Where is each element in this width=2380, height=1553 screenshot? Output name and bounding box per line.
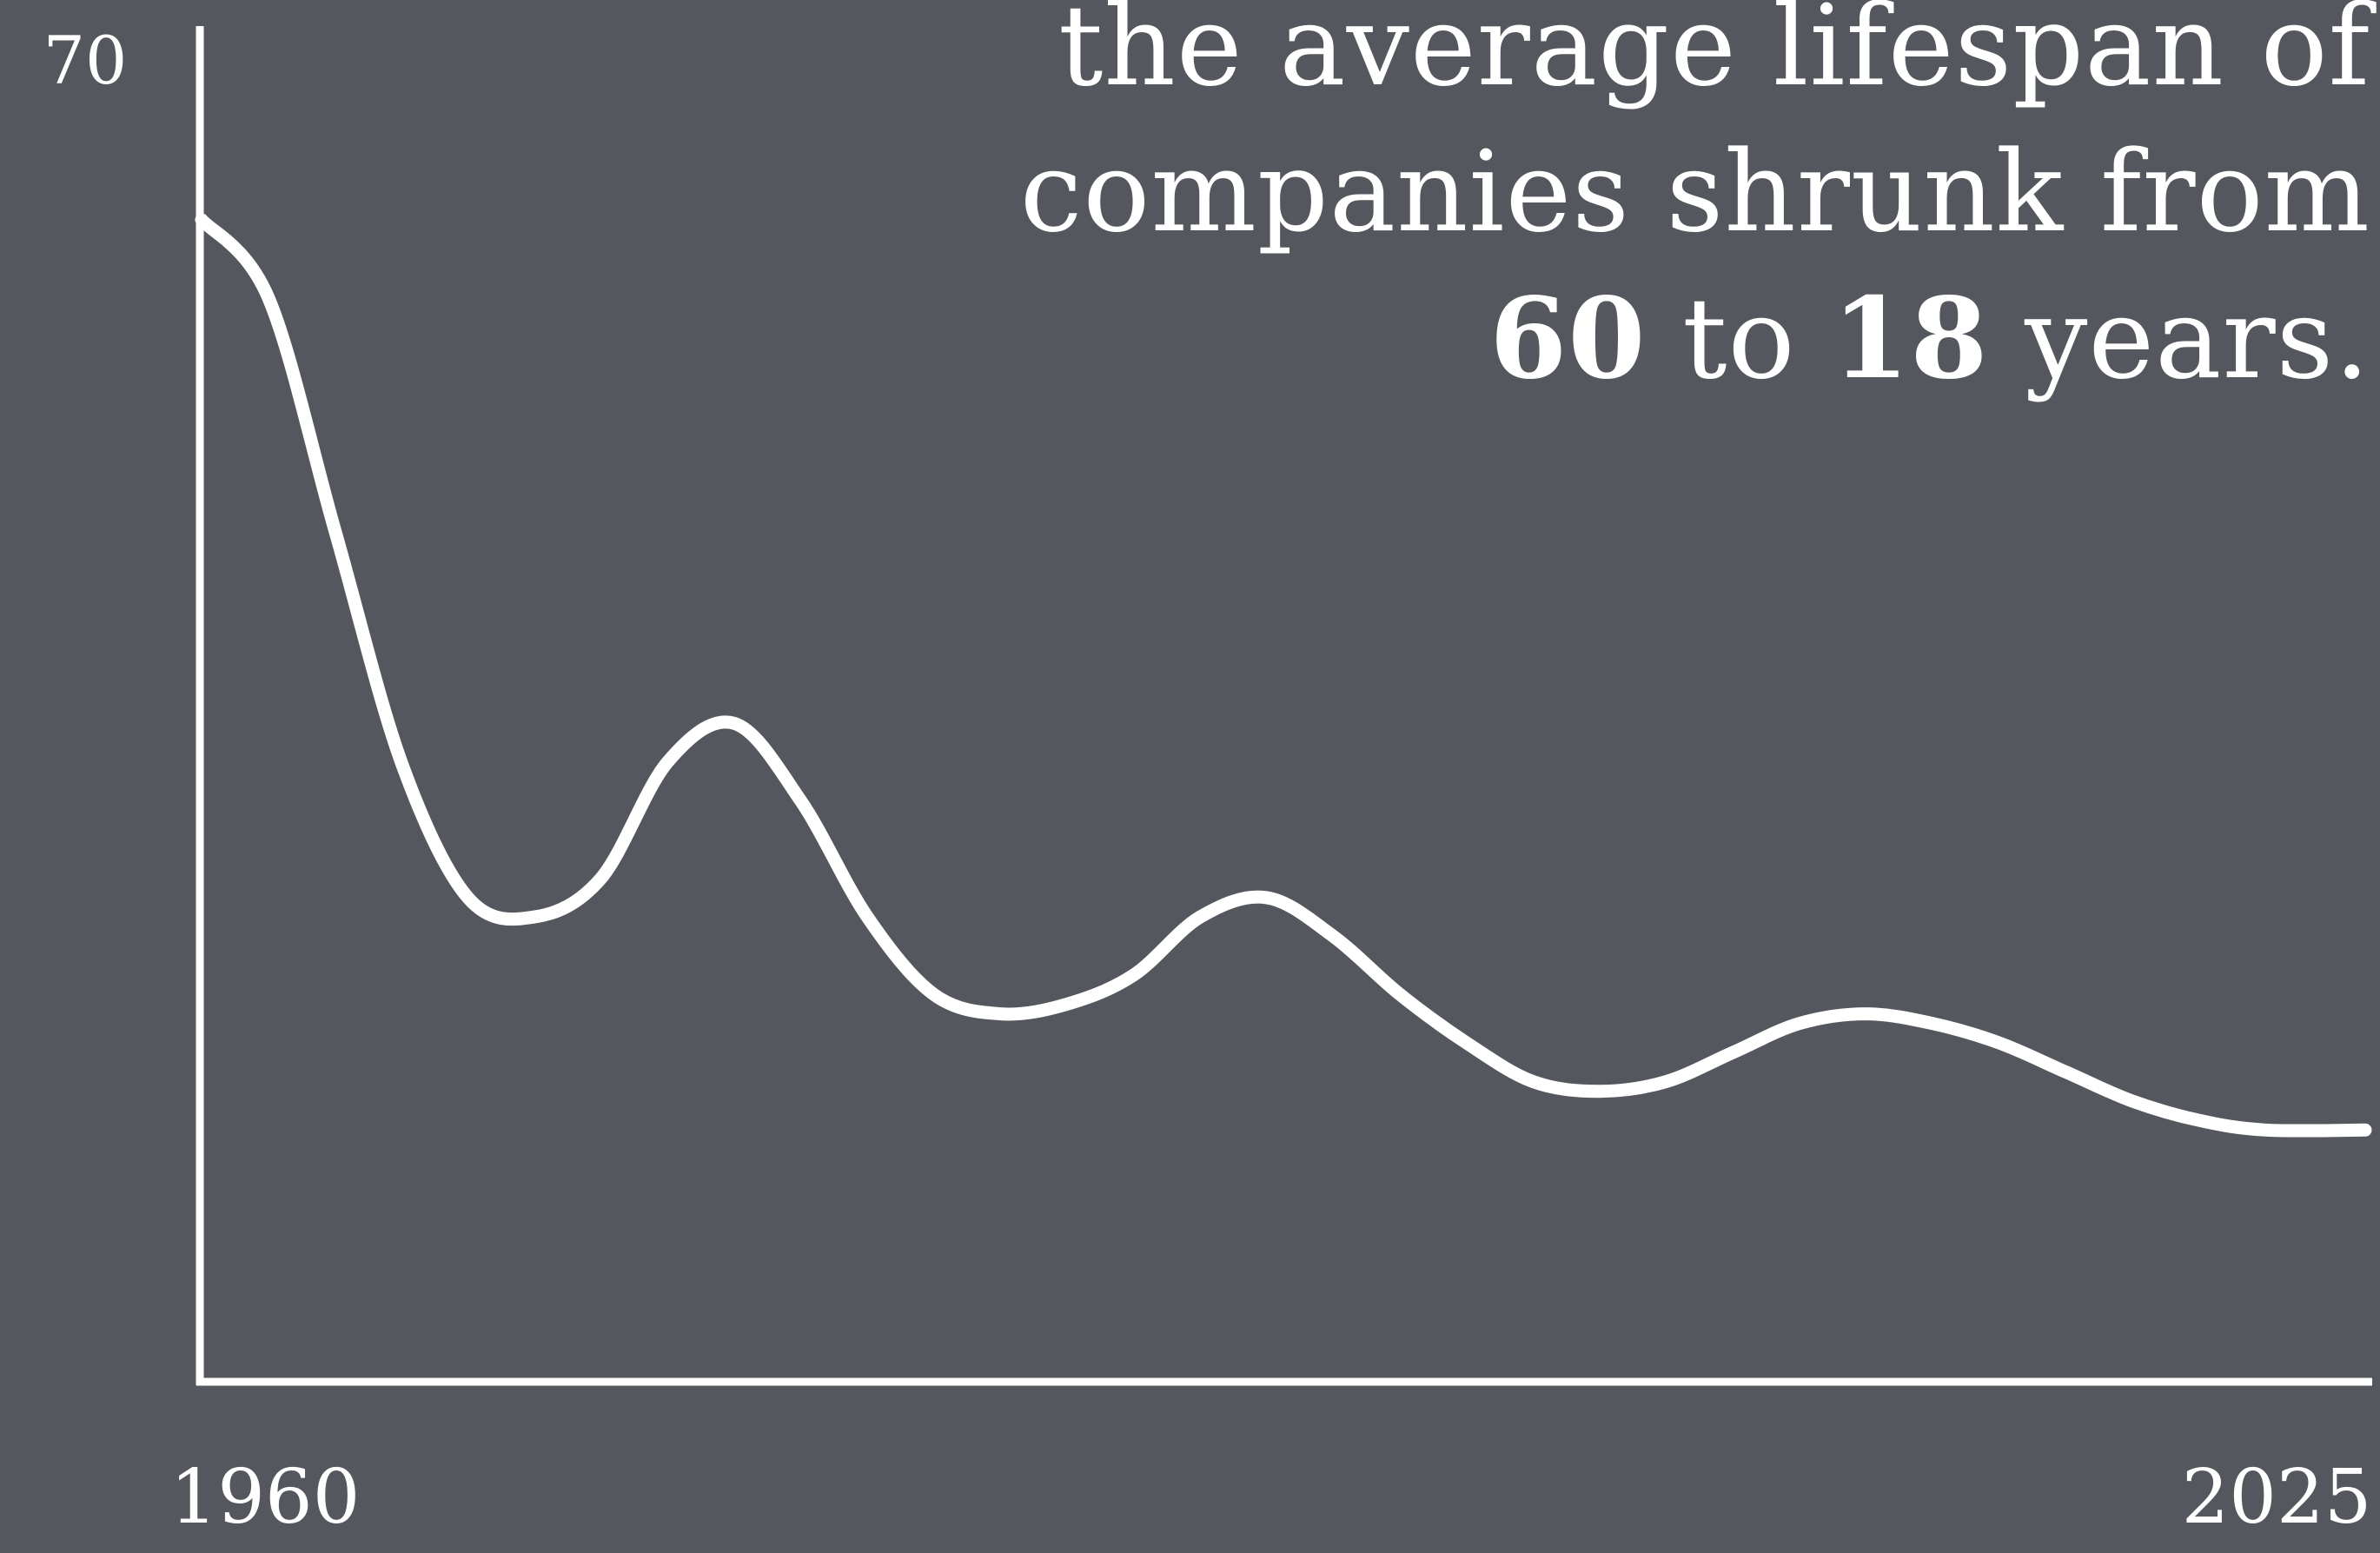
data-point-2002 bbox=[1594, 1085, 1606, 1098]
lifespan-series-line bbox=[195, 213, 2372, 1138]
data-point-2010 bbox=[1860, 1008, 1872, 1020]
data-point-1964 bbox=[328, 523, 341, 535]
data-point-1962 bbox=[262, 291, 275, 303]
headline-start-value: 60 bbox=[1489, 274, 1647, 404]
data-point-1960 bbox=[196, 214, 208, 226]
data-point-2022 bbox=[2259, 1124, 2271, 1136]
data-point-1988 bbox=[1128, 969, 1140, 981]
y-tick-label-70: 70 bbox=[43, 22, 128, 99]
data-point-2006 bbox=[1727, 1046, 1739, 1059]
data-point-2008 bbox=[1793, 1018, 1806, 1030]
data-point-1998 bbox=[1461, 1037, 1473, 1049]
headline-line-2: companies shrunk from bbox=[1019, 128, 2370, 257]
x-tick-label-2025: 2025 bbox=[2182, 1454, 2372, 1541]
data-point-2016 bbox=[2059, 1065, 2072, 1078]
data-point-2004 bbox=[1661, 1076, 1673, 1088]
data-point-1990 bbox=[1194, 911, 1206, 923]
data-point-1986 bbox=[1061, 998, 1073, 1010]
data-point-1974 bbox=[661, 756, 673, 768]
data-point-2025 bbox=[2359, 1124, 2371, 1136]
data-point-1970 bbox=[528, 911, 540, 923]
data-point-2012 bbox=[1926, 1018, 1939, 1030]
data-point-1992 bbox=[1261, 892, 1273, 904]
data-point-1982 bbox=[928, 988, 940, 1000]
headline-line-1: the average lifespan of bbox=[1057, 0, 2370, 111]
data-point-1976 bbox=[728, 717, 740, 729]
chart-headline: the average lifespan of companies shrunk… bbox=[719, 0, 2370, 413]
headline-suffix: years. bbox=[1988, 275, 2370, 404]
data-point-1972 bbox=[595, 873, 607, 885]
data-point-1968 bbox=[462, 892, 474, 904]
headline-line-3: 60 to 18 years. bbox=[719, 266, 2370, 413]
data-point-1984 bbox=[994, 1008, 1006, 1020]
data-point-1978 bbox=[795, 794, 807, 806]
data-point-2018 bbox=[2126, 1095, 2138, 1107]
data-point-1980 bbox=[861, 911, 873, 923]
data-point-2020 bbox=[2193, 1114, 2205, 1126]
headline-connector: to bbox=[1646, 275, 1833, 404]
data-point-1966 bbox=[395, 756, 408, 768]
data-point-1996 bbox=[1394, 988, 1406, 1000]
headline-end-value: 18 bbox=[1832, 274, 1989, 404]
data-point-2014 bbox=[1993, 1037, 2005, 1049]
x-tick-label-1960: 1960 bbox=[170, 1454, 361, 1541]
data-point-2000 bbox=[1527, 1076, 1539, 1088]
data-point-1994 bbox=[1328, 930, 1340, 942]
